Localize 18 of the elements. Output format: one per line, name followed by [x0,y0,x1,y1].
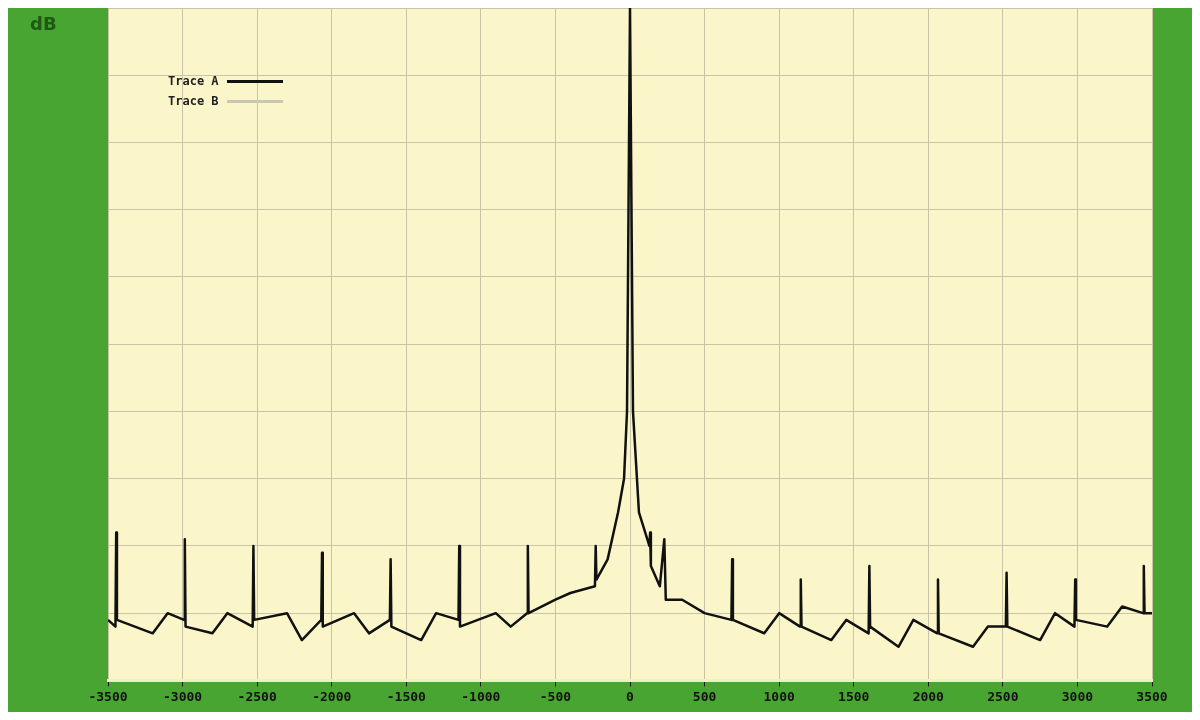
x-tick-label: 2500 [987,688,1019,704]
legend-label: Trace B [168,94,219,108]
x-tick-label: 3500 [1136,688,1168,704]
x-tick-label: -1500 [386,688,427,704]
x-tick-label: 3000 [1061,688,1094,704]
x-tick-label: -2500 [237,688,277,704]
x-tick-label: -3500 [88,688,128,704]
legend-label: Trace A [168,74,219,88]
y-axis-title: dB [30,12,57,34]
x-tick-label: 1500 [838,688,870,704]
x-tick-label: -1000 [461,688,501,704]
x-tick-label: -2000 [312,688,352,704]
x-tick-label: 500 [692,688,717,704]
x-tick-label: -500 [539,688,572,704]
x-tick-label: 1000 [763,688,795,704]
x-tick-label: 0 [626,688,635,704]
x-tick-label: -3000 [163,688,203,704]
x-tick-label: 2000 [912,688,945,704]
